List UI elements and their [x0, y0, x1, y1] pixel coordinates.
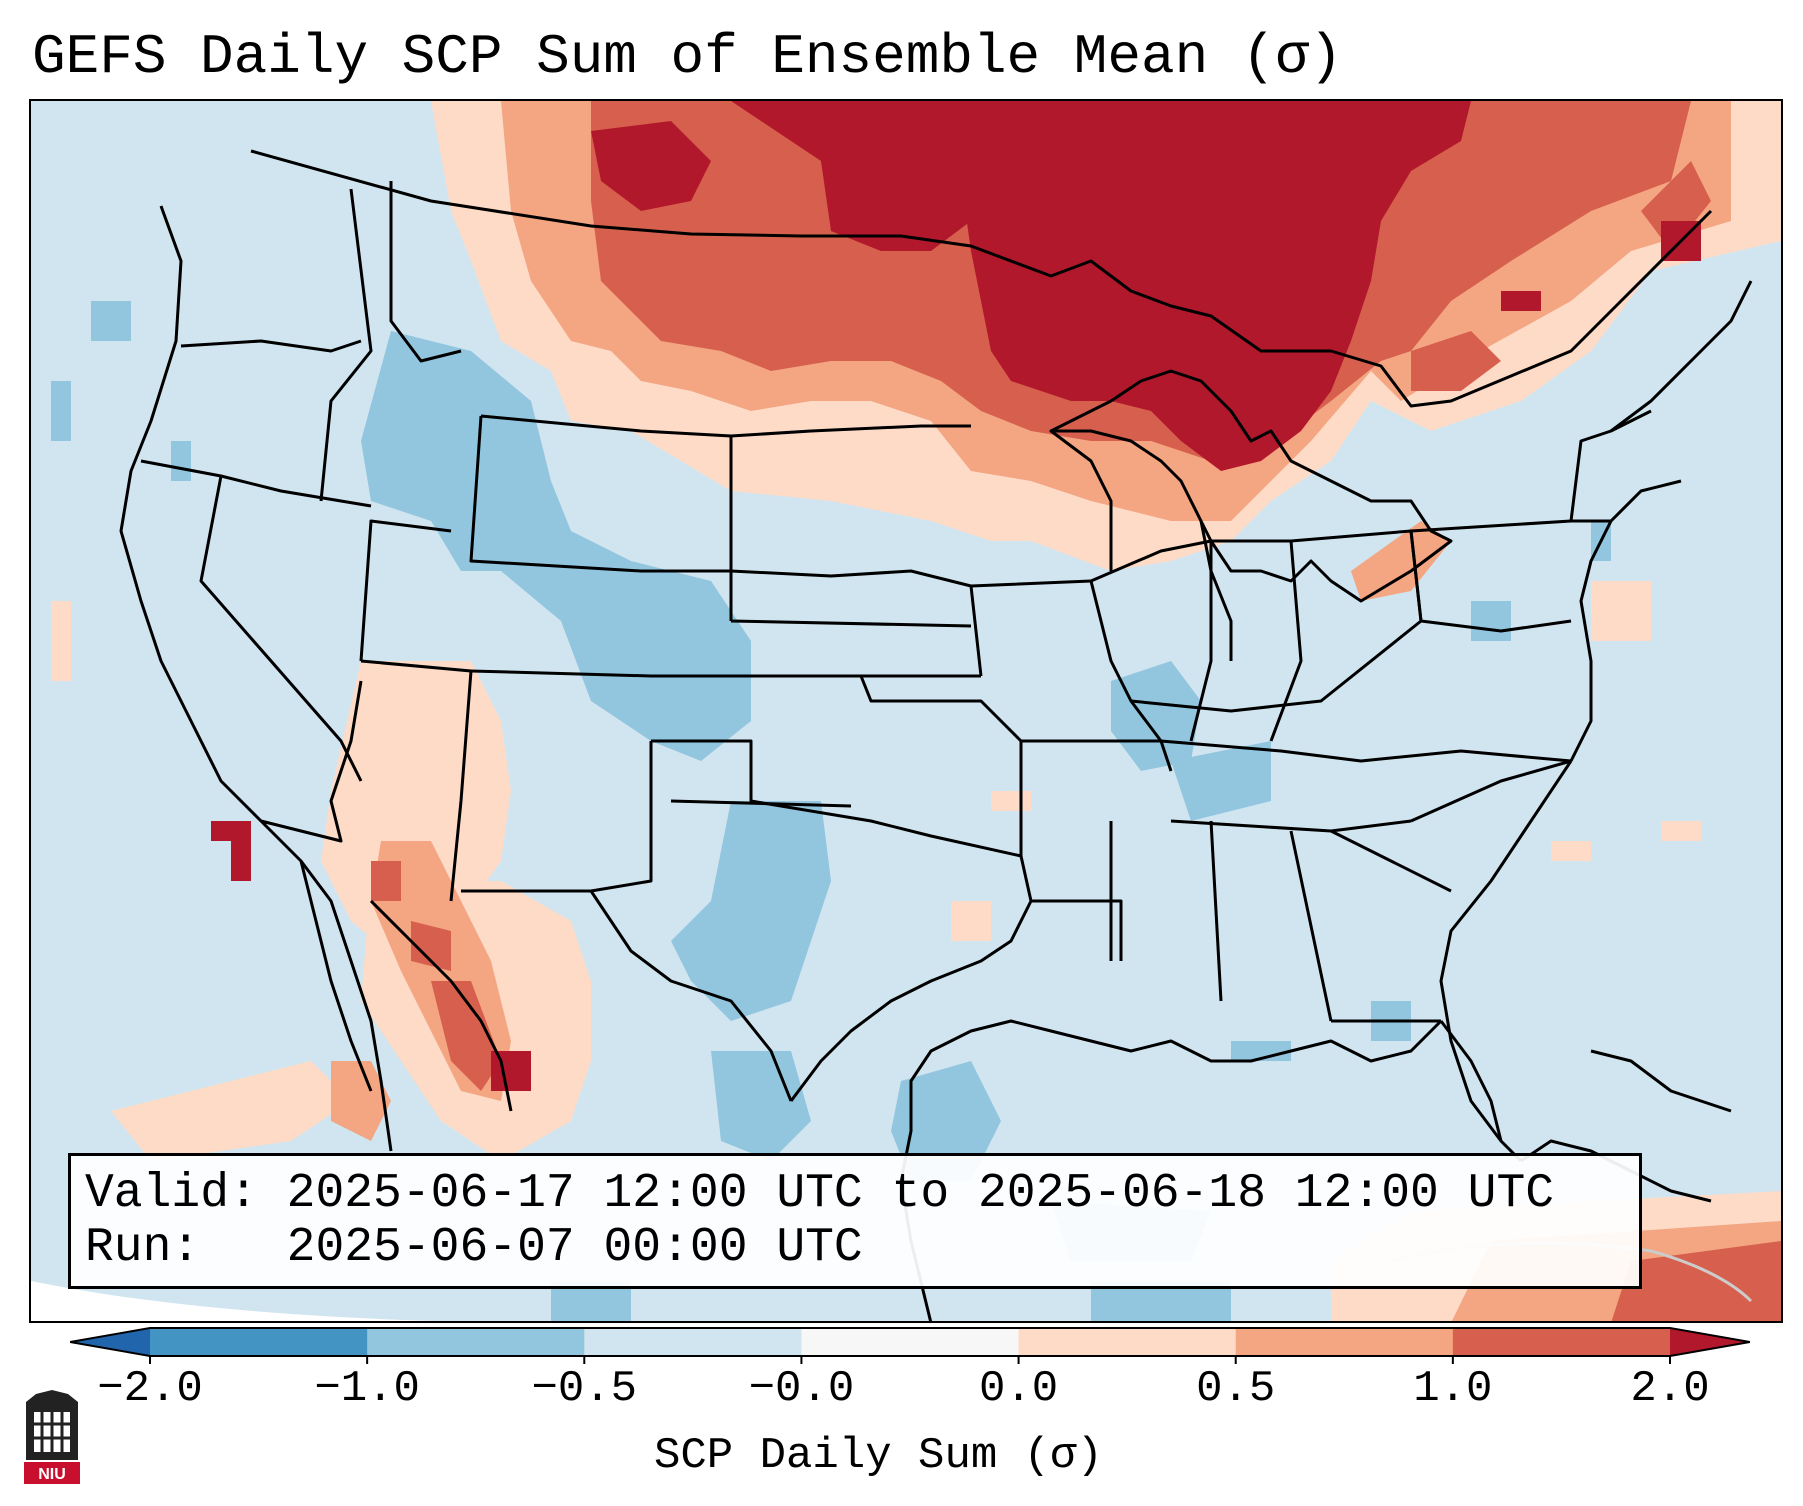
logo-text: NIU: [38, 1466, 66, 1483]
colorbar-tick-label: 2.0: [1630, 1364, 1710, 1414]
valid-value: 2025-06-17 12:00 UTC to 2025-06-18 12:00…: [286, 1167, 1555, 1221]
colorbar-tick-label: 1.0: [1413, 1364, 1493, 1414]
scp-anomaly-field: [51, 101, 1781, 1321]
logo-grid: [34, 1412, 70, 1452]
colorbar: [70, 1327, 1750, 1364]
colorbar-bins: [150, 1328, 1671, 1356]
colorbar-bin: [584, 1328, 802, 1356]
colorbar-bin: [1018, 1328, 1237, 1356]
colorbar-tick-label: −0.0: [748, 1364, 855, 1414]
colorbar-bin: [1235, 1328, 1454, 1356]
map-panel: Valid: 2025-06-17 12:00 UTC to 2025-06-1…: [29, 99, 1783, 1323]
map-corner: [31, 1281, 434, 1321]
valid-row: Valid: 2025-06-17 12:00 UTC to 2025-06-1…: [85, 1166, 1554, 1222]
page-title: GEFS Daily SCP Sum of Ensemble Mean (σ): [32, 25, 1343, 89]
colorbar-over-arrow: [1670, 1328, 1750, 1356]
run-row: Run: 2025-06-07 00:00 UTC: [85, 1220, 863, 1276]
valid-label: Valid:: [85, 1167, 258, 1221]
colorbar-tick-label: 0.0: [978, 1364, 1059, 1414]
colorbar-bin: [150, 1328, 368, 1356]
colorbar-tick-label: −2.0: [97, 1364, 203, 1414]
colorbar-bin: [367, 1328, 585, 1356]
colorbar-tick-label: 0.5: [1196, 1364, 1276, 1414]
colorbar-tick-label: −0.5: [531, 1364, 638, 1414]
colorbar-label: SCP Daily Sum (σ): [654, 1431, 1103, 1481]
logo-badge: [24, 1462, 80, 1484]
colorbar-under-arrow: [70, 1328, 150, 1356]
colorbar-bin: [801, 1328, 1020, 1356]
colorbar-bin: [1452, 1328, 1671, 1356]
niu-logo: NIU: [24, 1390, 80, 1484]
colorbar-ticks: [149, 1356, 1671, 1364]
run-value: 2025-06-07 00:00 UTC: [286, 1221, 863, 1275]
run-label: Run:: [85, 1221, 201, 1275]
state-boundaries: [119, 149, 1753, 1321]
map-canvas: [31, 101, 1781, 1321]
validity-info-box: Valid: 2025-06-17 12:00 UTC to 2025-06-1…: [68, 1153, 1642, 1289]
colorbar-tick-label: −1.0: [314, 1364, 420, 1414]
